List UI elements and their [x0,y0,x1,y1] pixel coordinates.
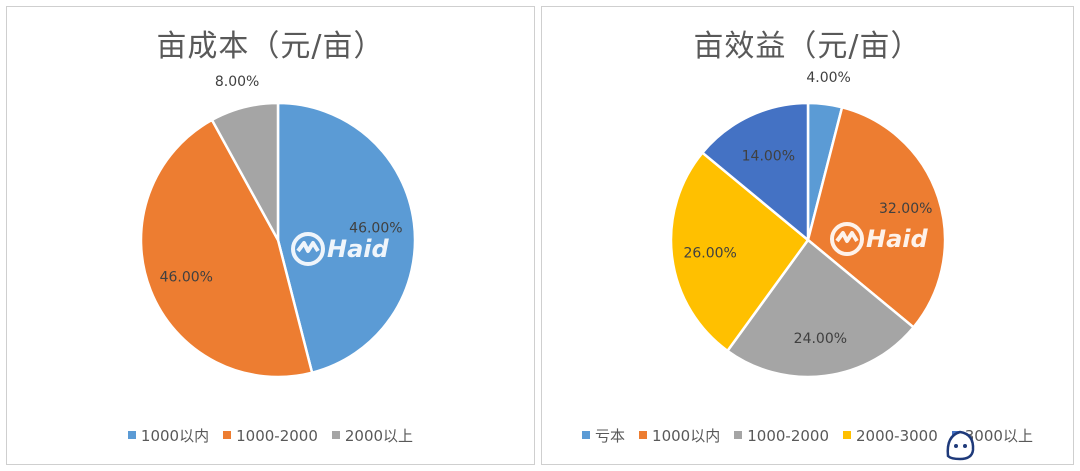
legend-label: 1000以内 [140,427,210,445]
data-label-1: 4.00% [806,70,850,86]
legend-swatch [331,430,340,439]
legend-item-1: 亏本 [582,425,625,446]
legend-swatch [734,430,743,439]
legend-label: 亏本 [595,427,626,445]
pie-slice-1 [276,101,417,375]
data-label-2: 32.00% [879,201,932,217]
legend-item-4: 2000-3000 [843,427,938,445]
legend-item-1: 1000以内 [127,425,210,446]
haid-logo-icon [291,232,325,266]
chart-legend: 1000以内 1000-2000 2000以上 [7,425,534,446]
legend-label: 2000以上 [344,427,414,445]
pie-slice-5 [700,101,810,243]
legend-item-2: 1000以内 [639,425,720,446]
pie-slice-3 [210,101,280,241]
data-label-1: 46.00% [349,221,402,237]
haid-logo-icon [830,222,864,256]
legend-item-2: 1000-2000 [223,427,318,445]
data-label-2: 46.00% [160,269,213,285]
legend-swatch [639,430,648,439]
data-label-3: 24.00% [794,331,847,347]
pie-slice-3 [725,238,916,379]
chart-panel-profit: 亩效益（元/亩） 4.00% 32.00% 24.00% 26.00% 14.00% 亏… [541,6,1074,465]
data-label-4: 26.00% [683,245,736,261]
chart-title: 亩成本（元/亩） [156,29,385,64]
legend-label: 1000-2000 [236,427,318,445]
legend-label: 2000-3000 [856,427,938,445]
pie-slice-4 [669,150,810,353]
legend-swatch [843,430,851,439]
legend-item-3: 1000-2000 [734,427,829,445]
mascot-badge-icon [946,430,975,461]
legend-swatch [223,430,232,439]
pie-chart-cost: 46.00% 46.00% 8.00% [139,74,417,379]
legend-label: 3000以上 [964,427,1033,445]
chart-panel-cost: 亩成本（元/亩） 46.00% 46.00% 8.00% 1000以内 1000-20… [6,6,535,465]
data-label-3: 8.00% [215,74,259,90]
legend-item-3: 2000以上 [331,425,414,446]
chart-legend: 亏本 1000以内 1000-2000 2000-3000 3000以上 [542,425,1073,446]
pie-slice-2 [139,118,314,379]
legend-label: 1000-2000 [747,427,829,445]
legend-label: 1000以内 [652,427,721,445]
data-label-5: 14.00% [742,149,795,165]
chart-title: 亩效益（元/亩） [693,29,922,64]
legend-swatch [582,430,591,439]
pie-slice-2 [806,105,947,330]
pie-chart-profit: 4.00% 32.00% 24.00% 26.00% 14.00% [669,70,947,379]
legend-swatch [127,430,136,439]
